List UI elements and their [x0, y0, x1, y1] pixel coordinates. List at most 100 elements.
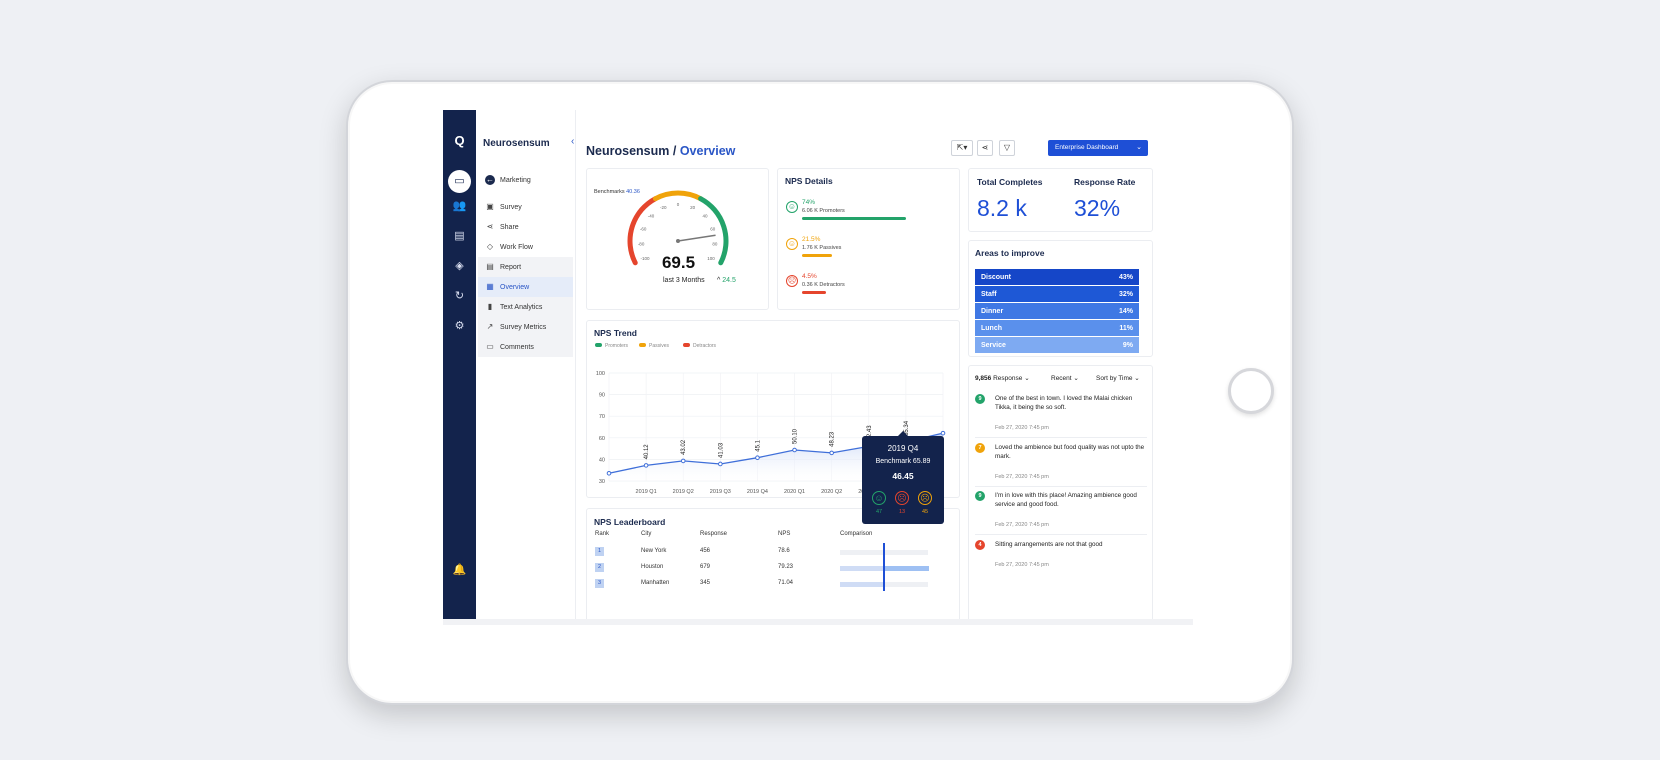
logo-icon[interactable]: Q	[454, 133, 465, 148]
legend-label: Detractors	[693, 343, 717, 349]
gauge-tick-label: 60	[710, 226, 716, 231]
breadcrumb-root[interactable]: Neurosensum	[586, 144, 670, 158]
gauge-tick-label: -40	[648, 214, 655, 219]
workflow-icon: ◇	[486, 242, 494, 251]
sidebar-item-comments[interactable]: ▭ Comments	[478, 337, 573, 357]
data-label: 65.34	[904, 420, 910, 436]
folder-icon[interactable]: ▭	[448, 170, 471, 193]
comment-item[interactable]: 9 One of the best in town. I loved the Ma…	[975, 394, 1147, 438]
comparison-bar	[840, 582, 884, 587]
nps-bar	[802, 254, 833, 257]
chat-icon[interactable]: ▤	[454, 230, 465, 242]
sidebar-item-survey-metrics[interactable]: ↗ Survey Metrics	[478, 317, 573, 337]
data-point[interactable]	[718, 461, 723, 467]
bell-icon[interactable]: 🔔	[452, 564, 467, 576]
series-area	[609, 433, 943, 481]
refresh-icon[interactable]: ↻	[454, 290, 465, 302]
data-label: 45.1	[755, 439, 761, 451]
sidebar-item-report[interactable]: ▤ Report	[478, 257, 573, 277]
sort-label: Sort by Time	[1096, 375, 1133, 382]
sidebar-item-label: Report	[500, 263, 522, 271]
nps-pct: 21.5%	[802, 236, 821, 243]
col-rank: Rank	[595, 531, 610, 537]
area-row[interactable]: Discount 43%	[975, 269, 1139, 285]
sidebar-item-label: Text Analytics	[500, 303, 543, 311]
survey-icon: ▣	[486, 202, 494, 211]
comparison-marker	[883, 543, 885, 591]
benchmark-value: 40.36	[626, 189, 640, 195]
sidebar-item-label: Work Flow	[500, 243, 533, 251]
export-button[interactable]: ⇱▾	[951, 140, 973, 156]
nps-label: 6.06 K Promoters	[802, 208, 845, 214]
neutral-icon: ☺	[786, 238, 798, 250]
sidebar-item-overview[interactable]: ▦ Overview	[478, 277, 573, 297]
filter-icon: ▽	[1003, 143, 1011, 152]
y-tick-label: 90	[599, 393, 605, 399]
nps-pct: 74%	[802, 199, 816, 206]
filter-button[interactable]: ▽	[999, 140, 1015, 156]
data-point[interactable]	[680, 458, 686, 464]
response-count: 9,856	[975, 375, 992, 382]
comment-item[interactable]: 7 Loved the ambience but food quality was…	[975, 443, 1147, 487]
area-row[interactable]: Service 9%	[975, 337, 1139, 353]
sort-dropdown[interactable]: Sort by Time ⌄	[1096, 374, 1140, 382]
table-row: 1 New York 456 78.6	[595, 547, 950, 559]
data-point[interactable]	[829, 450, 834, 456]
dashboard-select-label: Enterprise Dashboard	[1055, 144, 1119, 151]
sidebar-item-workflow[interactable]: ◇ Work Flow	[478, 237, 573, 257]
nps-cell: 78.6	[778, 548, 790, 554]
chart-title: NPS Trend	[594, 328, 637, 338]
tooltip-faces: ☺ 47 ☹ 13 ☹ 45	[862, 491, 944, 521]
home-button[interactable]	[1228, 368, 1274, 414]
comment-item[interactable]: 9 I'm in love with this place! Amazing am…	[975, 491, 1147, 535]
sidebar-item-survey[interactable]: ▣ Survey	[478, 197, 573, 217]
gauge-tick-label: 80	[712, 241, 718, 246]
comment-item[interactable]: 4 Sitting arrangements are not that good F…	[975, 540, 1147, 584]
data-point[interactable]	[792, 447, 797, 453]
share-button[interactable]: ⋖	[977, 140, 993, 156]
nps-label: 1.76 K Passives	[802, 245, 842, 251]
sidebar-item-label: Share	[500, 223, 519, 231]
area-row[interactable]: Lunch 11%	[975, 320, 1139, 336]
users-icon[interactable]: 👥	[452, 200, 467, 212]
col-comparison: Comparison	[840, 531, 873, 537]
nps-bar	[802, 291, 826, 294]
data-point[interactable]	[755, 455, 760, 461]
score-badge: 9	[975, 394, 985, 404]
data-point[interactable]	[606, 470, 612, 476]
data-point[interactable]	[940, 430, 946, 436]
nps-details-title: NPS Details	[785, 176, 833, 186]
chart-tooltip: 2019 Q4 Benchmark 65.89 46.45 ☺ 47 ☹ 13 ☹ 45	[862, 431, 944, 524]
gauge-card: Benchmarks 40.36 -100 -80 -60 -40 -20 0 20 40 60…	[586, 168, 769, 310]
area-label: Discount	[981, 273, 1011, 281]
area-row[interactable]: Staff 32%	[975, 286, 1139, 302]
recent-dropdown[interactable]: Recent ⌄	[1051, 374, 1079, 382]
sidebar-item-text-analytics[interactable]: ▮ Text Analytics	[478, 297, 573, 317]
sidebar-back-label: Marketing	[500, 176, 531, 184]
score-badge: 7	[975, 443, 985, 453]
area-label: Service	[981, 341, 1006, 349]
sidebar-back-marketing[interactable]: ← Marketing	[478, 170, 573, 190]
sidebar-item-share[interactable]: ⋖ Share	[478, 217, 573, 237]
data-label: 52.43	[867, 425, 873, 441]
area-row[interactable]: Dinner 14%	[975, 303, 1139, 319]
response-count-dropdown[interactable]: 9,856 Response ⌄	[975, 374, 1030, 382]
comments-card: 9,856 Response ⌄ Recent ⌄ Sort by Time ⌄…	[968, 365, 1153, 619]
collapse-icon[interactable]: ‹	[571, 136, 575, 147]
gauge-tick-label: 100	[707, 256, 715, 261]
gear-icon[interactable]: ⚙	[454, 320, 465, 332]
smile-icon: ☺	[786, 201, 798, 213]
data-point[interactable]	[643, 463, 649, 468]
city-cell: Houston	[641, 564, 664, 570]
smile-icon: ☺	[872, 491, 886, 505]
comparison-highlight	[885, 566, 929, 571]
gauge-tick-label: 0	[677, 202, 680, 207]
diamond-icon[interactable]: ◈	[455, 260, 464, 272]
y-tick-label: 40	[599, 457, 605, 463]
comment-date: Feb 27, 2020 7:45 pm	[995, 474, 1049, 480]
area-label: Lunch	[981, 324, 1002, 332]
x-tick-label: 2020 Q1	[784, 489, 805, 495]
area-value: 11%	[1119, 324, 1133, 332]
dashboard-select[interactable]: Enterprise Dashboard ⌄	[1048, 140, 1148, 156]
nps-pct: 4.5%	[802, 273, 817, 280]
